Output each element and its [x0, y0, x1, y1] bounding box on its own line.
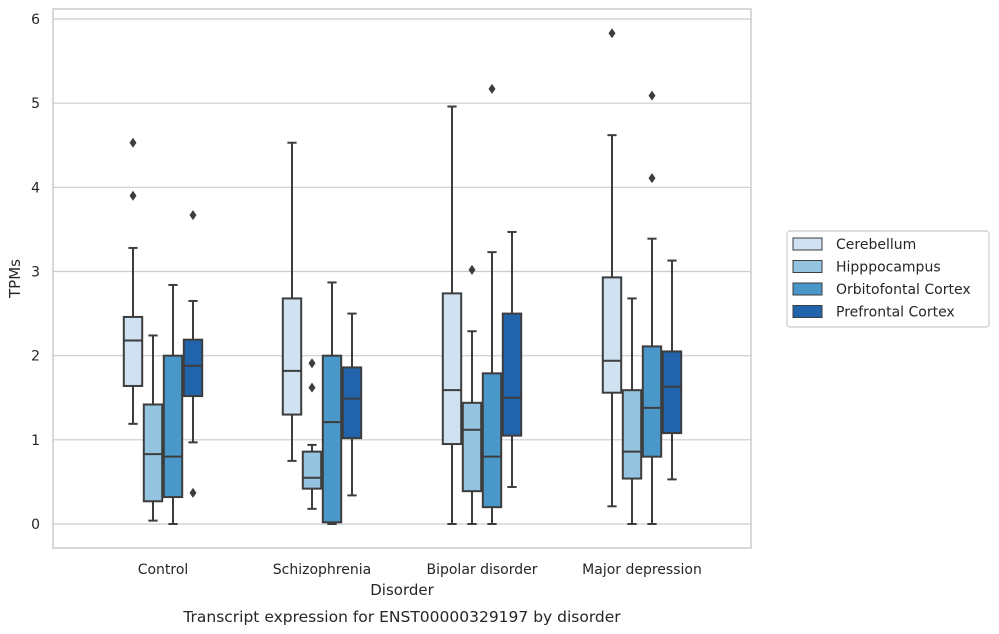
- outlier-point: [129, 137, 137, 148]
- box: [162, 283, 184, 525]
- box-iqr: [481, 372, 503, 509]
- y-tick-label: 3: [31, 265, 40, 281]
- box: [441, 105, 463, 525]
- chart-caption: Transcript expression for ENST0000032919…: [182, 608, 621, 626]
- y-tick-label: 4: [31, 180, 40, 196]
- outlier-point: [608, 28, 616, 39]
- box-iqr: [301, 450, 323, 490]
- x-axis-label: Disorder: [370, 581, 434, 599]
- box: [142, 334, 164, 522]
- box: [461, 264, 483, 525]
- box: [341, 312, 363, 497]
- legend-frame: [786, 230, 990, 328]
- y-tick-label: 5: [31, 96, 40, 112]
- y-tick-label: 6: [31, 12, 40, 28]
- box-iqr: [441, 292, 463, 446]
- box-iqr: [321, 354, 343, 524]
- outlier-point: [308, 382, 316, 393]
- legend-swatch: [792, 305, 823, 318]
- box-iqr: [142, 403, 164, 503]
- plot-frame: [52, 8, 752, 549]
- box: [182, 210, 204, 498]
- legend-entry-label: Hipppocampus: [836, 260, 941, 276]
- box-iqr: [601, 276, 623, 394]
- box-iqr: [162, 354, 184, 499]
- outlier-point: [189, 487, 197, 498]
- box: [641, 90, 663, 525]
- box-iqr: [341, 366, 363, 440]
- x-tick-label: Bipolar disorder: [426, 562, 537, 578]
- outlier-point: [308, 358, 316, 369]
- box-iqr: [501, 312, 523, 437]
- outlier-point: [189, 210, 197, 221]
- box-iqr: [281, 297, 303, 416]
- legend-entry-label: Prefrontal Cortex: [836, 305, 955, 321]
- legend-swatch: [792, 260, 823, 273]
- box-iqr: [461, 401, 483, 493]
- outlier-point: [129, 190, 137, 201]
- outlier-point: [468, 264, 476, 275]
- legend-entry-label: Orbitofontal Cortex: [836, 282, 971, 298]
- box-iqr: [621, 389, 643, 480]
- x-tick-label: Major depression: [582, 562, 702, 578]
- box: [321, 281, 343, 525]
- box-iqr: [641, 345, 663, 458]
- x-tick-label: Schizophrenia: [273, 562, 371, 578]
- box: [621, 297, 643, 525]
- legend: Cerebellum Hipppocampus Orbitofontal Corte…: [786, 230, 990, 328]
- plot-area: [122, 28, 683, 525]
- box: [501, 230, 523, 488]
- outlier-point: [488, 83, 496, 94]
- x-tick-label: Control: [138, 562, 189, 578]
- outlier-point: [648, 90, 656, 101]
- y-axis: 0 1 2 3 4 5 6: [31, 12, 40, 533]
- box: [601, 28, 623, 508]
- legend-swatch: [792, 282, 823, 296]
- box-iqr: [122, 315, 144, 387]
- outlier-point: [648, 173, 656, 184]
- y-tick-label: 1: [31, 433, 40, 449]
- box-iqr: [182, 338, 204, 398]
- legend-swatch: [792, 237, 823, 251]
- box: [661, 259, 683, 481]
- box: [281, 141, 303, 462]
- box: [481, 83, 503, 525]
- y-tick-label: 0: [31, 517, 40, 533]
- legend-entry-label: Cerebellum: [836, 237, 916, 253]
- box: [122, 137, 144, 425]
- x-axis: Control Schizophrenia Bipolar disorder Majo…: [138, 562, 702, 578]
- box-iqr: [661, 350, 683, 435]
- y-tick-label: 2: [31, 349, 40, 365]
- box: [301, 358, 323, 510]
- y-axis-label: TPMs: [6, 259, 24, 299]
